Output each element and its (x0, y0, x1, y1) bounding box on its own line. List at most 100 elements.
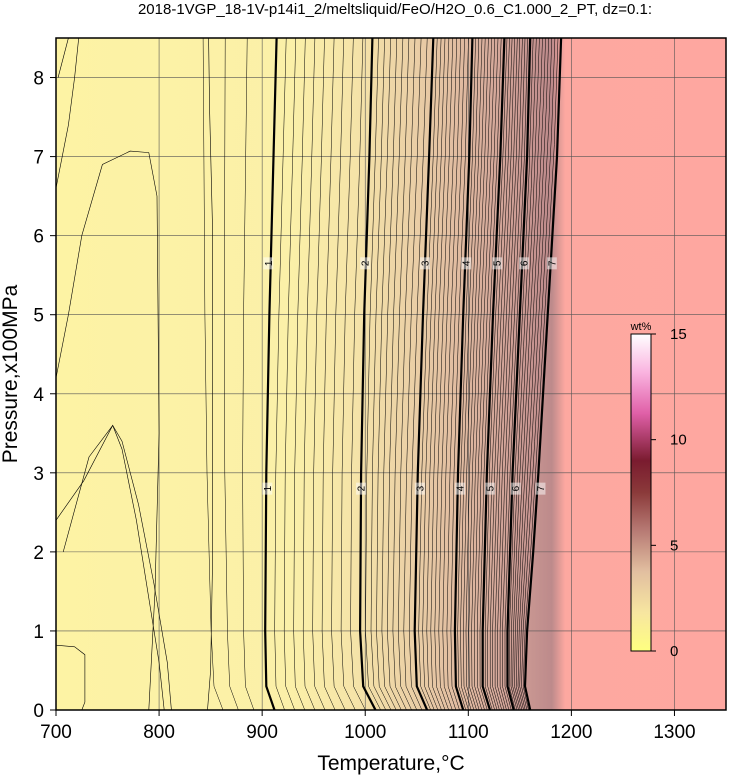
fine-contour-line (370, 38, 387, 710)
fine-contour-line (302, 38, 316, 710)
low-contour-line (56, 644, 86, 710)
low-contour-line (62, 424, 172, 710)
contour-label-bg (492, 257, 503, 270)
contour-label-bg (262, 482, 273, 495)
fine-contour-line (510, 38, 537, 710)
fine-contour-line (376, 38, 392, 710)
fine-contour-line (512, 38, 540, 710)
major-contour-4 (453, 38, 474, 710)
y-tick-label: 2 (33, 543, 44, 564)
colorbar-tick-label: 0 (670, 643, 678, 660)
fine-contour-line (312, 38, 326, 710)
y-tick-label: 7 (33, 148, 44, 169)
fine-contour-line (202, 38, 224, 710)
contour-label: 7 (547, 260, 558, 266)
major-contour-7 (523, 38, 563, 710)
colorbar-tick-label: 10 (670, 432, 687, 449)
fine-contour-line (426, 38, 446, 710)
x-axis-title: Temperature,°C (317, 752, 464, 775)
x-tick-label: 1000 (344, 722, 386, 743)
contour-label: 6 (511, 485, 522, 491)
low-value-contours (56, 38, 213, 710)
chart-title: 2018-1VGP_18-1V-p14i1_2/meltsliquid/FeO/… (138, 1, 652, 18)
fine-contour-line (465, 38, 486, 710)
contour-label: 5 (485, 485, 496, 491)
x-tick-label: 1300 (653, 722, 695, 743)
fine-contour-line (403, 38, 422, 710)
x-tick-label: 900 (246, 722, 278, 743)
fine-contour-line (365, 38, 381, 710)
fine-contour-line (479, 38, 502, 710)
fine-contour-line (350, 38, 366, 710)
fine-contour-line (224, 38, 239, 710)
fine-contour-line (476, 38, 499, 710)
contour-label-bg (461, 257, 472, 270)
contour-label: 4 (462, 260, 473, 266)
fine-contour-line (497, 38, 521, 710)
fine-contour-line (434, 38, 454, 710)
fine-contour-line (418, 38, 438, 710)
fine-contour-line (522, 38, 559, 710)
fine-contour-line (321, 38, 336, 710)
contour-label: 5 (493, 260, 504, 266)
fine-contour-line (484, 38, 508, 710)
fine-contour-line (504, 38, 528, 710)
colorbar-ticks: 0 5 10 15 (651, 326, 687, 660)
x-tick-label: 800 (143, 722, 175, 743)
contour-label: 1 (264, 260, 275, 266)
fine-contour-line (494, 38, 518, 710)
plot-field (56, 38, 726, 710)
fine-contour-line (293, 38, 306, 710)
contour-label-bg (414, 482, 425, 495)
fine-contour-line (471, 38, 492, 710)
major-contours (264, 38, 563, 710)
contour-label: 7 (536, 485, 547, 491)
fine-contour-line (242, 38, 255, 710)
fine-contour-line (430, 38, 450, 710)
x-tick-label: 1200 (550, 722, 592, 743)
fine-contour-line (398, 38, 416, 710)
y-tick-label: 1 (33, 622, 44, 643)
fine-contour-line (468, 38, 489, 710)
y-axis-title: Pressure,x100MPa (0, 284, 22, 463)
fine-contour-line (515, 38, 546, 710)
fine-contour-line (499, 38, 523, 710)
fine-contour-line (457, 38, 476, 710)
fine-contour-line (381, 38, 398, 710)
contour-label: 3 (421, 260, 432, 266)
y-tick-label: 0 (33, 701, 44, 722)
fine-contour-line (392, 38, 410, 710)
low-contour-line (57, 38, 69, 78)
x-tick-label: 700 (40, 722, 72, 743)
fine-contour-line (422, 38, 442, 710)
contour-label: 2 (361, 260, 372, 266)
fine-contour-line (492, 38, 515, 710)
contour-label-bg (356, 482, 367, 495)
fine-contour-line (487, 38, 510, 710)
major-contour-1 (264, 38, 278, 710)
fine-contour-line (521, 38, 556, 710)
contour-label: 6 (519, 260, 530, 266)
y-axis: 0 1 2 3 4 5 6 7 8 (33, 69, 56, 722)
low-contour-line (56, 38, 79, 189)
colorbar: wt% 0 5 10 15 (630, 321, 687, 660)
fine-contour-line (274, 38, 287, 710)
fine-contour-line (519, 38, 553, 710)
y-tick-label: 5 (33, 306, 44, 327)
y-tick-label: 4 (33, 385, 44, 406)
fine-contour-line (387, 38, 404, 710)
fine-contour-line (446, 38, 465, 710)
contour-label: 4 (456, 485, 467, 491)
contour-label-bg (360, 257, 371, 270)
low-contour-line (56, 150, 160, 710)
fine-contour-line (508, 38, 534, 710)
contour-label-bg (455, 482, 466, 495)
contour-label: 2 (357, 485, 368, 491)
contour-label-bg (263, 257, 274, 270)
low-contour-line (207, 38, 213, 710)
major-contour-3 (413, 38, 435, 710)
contour-label-bg (518, 257, 529, 270)
low-contour-line (56, 424, 165, 710)
fine-contours (202, 38, 559, 710)
